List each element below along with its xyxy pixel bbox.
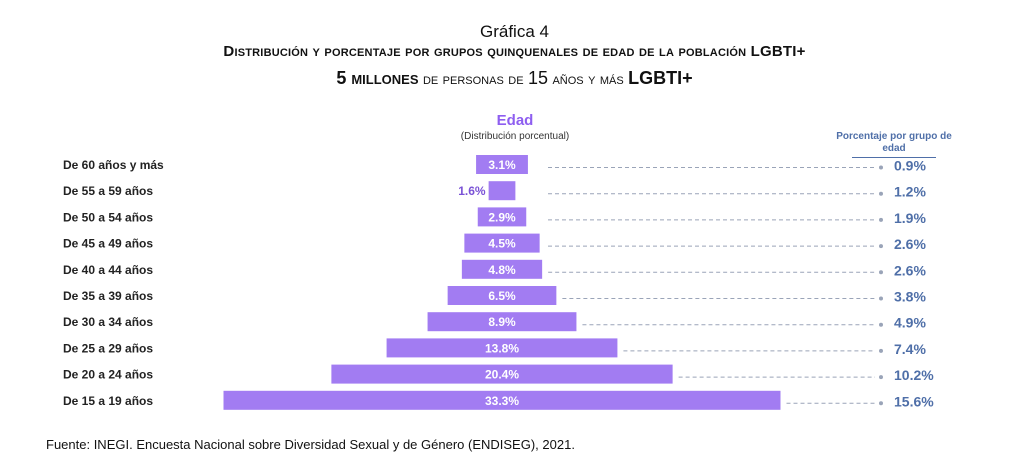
pyramid-bar xyxy=(464,233,540,253)
category-label: De 45 a 49 años xyxy=(63,237,153,251)
category-label: De 15 a 19 años xyxy=(63,394,153,408)
source-note: Fuente: INEGI. Encuesta Nacional sobre D… xyxy=(46,437,575,452)
pyramid-bar xyxy=(447,286,557,305)
subtitle-part-e: LGBTI+ xyxy=(628,68,693,88)
category-label: De 60 años y más xyxy=(63,158,164,172)
leader-dot xyxy=(879,296,883,301)
bar-value-label: 20.4% xyxy=(485,368,519,382)
category-label: De 30 a 34 años xyxy=(63,315,153,329)
category-label: De 20 a 24 años xyxy=(63,368,153,382)
bar-value-label: 1.6% xyxy=(458,184,486,198)
bar-value-label: 2.9% xyxy=(488,210,516,224)
bar-value-label: 8.9% xyxy=(488,315,516,329)
group-percentage-label: 2.6% xyxy=(894,262,926,278)
pyramid-bar xyxy=(477,207,527,227)
bar-value-label: 13.8% xyxy=(485,341,519,355)
leader-dot xyxy=(879,244,883,249)
bar-value-label: 4.8% xyxy=(488,263,516,277)
pyramid-bar xyxy=(461,259,543,279)
group-percentage-label: 7.4% xyxy=(894,341,926,357)
pyramid-bar xyxy=(476,155,528,174)
pyramid-bar xyxy=(386,338,618,358)
group-percentage-label: 4.9% xyxy=(894,315,926,331)
edad-subtitle: (Distribución porcentual) xyxy=(460,131,570,142)
pyramid-bar xyxy=(223,390,781,410)
subtitle-part-b: de personas de xyxy=(418,71,528,88)
bar-value-label: 33.3% xyxy=(485,394,519,408)
subtitle-part-d: años y más xyxy=(548,71,629,88)
category-label: De 25 a 29 años xyxy=(63,341,153,355)
right-header-underline xyxy=(852,157,936,158)
leader-dot xyxy=(879,191,883,196)
group-percentage-label: 15.6% xyxy=(894,393,934,409)
leader-dot xyxy=(879,165,883,170)
leader-dot xyxy=(879,322,883,327)
group-percentage-label: 0.9% xyxy=(894,158,926,174)
bar-value-label: 4.5% xyxy=(488,237,516,251)
bar-value-label: 3.1% xyxy=(488,158,516,172)
pyramid-bar xyxy=(427,312,577,332)
subtitle-part-c: 15 xyxy=(527,68,549,88)
pyramid-bar xyxy=(331,364,673,384)
leader-dot xyxy=(879,270,883,275)
leader-dot xyxy=(879,401,883,406)
group-percentage-label: 2.6% xyxy=(894,236,926,252)
group-percentage-label: 1.2% xyxy=(894,184,926,200)
bar-value-label: 6.5% xyxy=(488,289,516,303)
leader-dot xyxy=(879,217,883,222)
right-column-header: Porcentaje por grupo de edad xyxy=(836,131,952,154)
figure-label: Gráfica 4 xyxy=(480,22,549,41)
category-label: De 40 a 44 años xyxy=(63,263,153,277)
pyramid-bar xyxy=(488,181,516,201)
category-label: De 50 a 54 años xyxy=(63,210,153,224)
subtitle-part-a: 5 millones xyxy=(336,68,419,88)
group-percentage-label: 1.9% xyxy=(894,210,926,226)
category-label: De 55 a 59 años xyxy=(63,184,153,198)
group-percentage-label: 3.8% xyxy=(894,289,926,305)
leader-dot xyxy=(879,348,883,353)
chart-subtitle: 5 millones de personas de 15 años y más … xyxy=(0,68,1029,89)
group-percentage-label: 10.2% xyxy=(894,367,934,383)
edad-title: Edad xyxy=(496,112,534,129)
chart-title: Distribución y porcentaje por grupos qui… xyxy=(223,43,806,60)
leader-dot xyxy=(879,375,883,380)
category-label: De 35 a 39 años xyxy=(63,289,153,303)
